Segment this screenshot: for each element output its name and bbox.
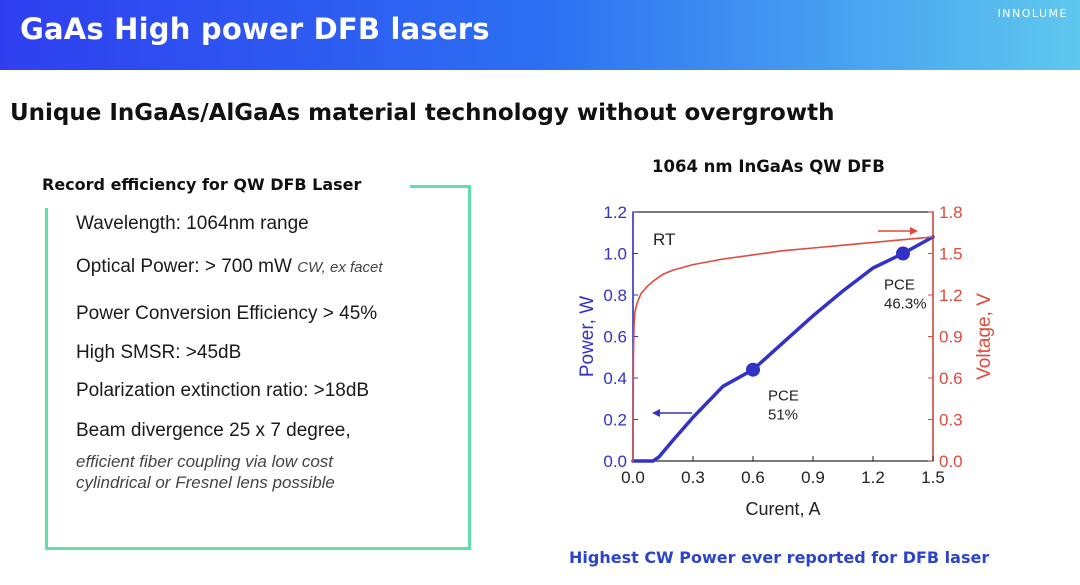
chart-title: 1064 nm InGaAs QW DFB bbox=[652, 157, 885, 176]
pce-label: PCE bbox=[768, 388, 799, 405]
spec-polarization: Polarization extinction ratio: >18dB bbox=[76, 380, 370, 401]
specs-box-title: Record efficiency for QW DFB Laser bbox=[42, 175, 362, 194]
spec-pce: Power Conversion Efficiency > 45% bbox=[76, 303, 378, 324]
y-right-tick-label: 1.2 bbox=[939, 286, 963, 305]
pce-marker bbox=[896, 246, 910, 261]
fiber-note-line2: cylindrical or Fresnel lens possible bbox=[76, 473, 335, 492]
right-axis-arrow-head bbox=[910, 227, 918, 235]
pce-label: PCE bbox=[884, 277, 915, 294]
y-right-tick-label: 0.0 bbox=[939, 452, 963, 471]
y-right-axis-label: Voltage, V bbox=[974, 293, 995, 380]
y-right-tick-label: 0.6 bbox=[939, 369, 963, 388]
x-tick-label: 1.2 bbox=[861, 468, 885, 487]
spec-beam-divergence: Beam divergence 25 x 7 degree, bbox=[76, 420, 351, 441]
y-left-tick-label: 1.2 bbox=[603, 203, 627, 222]
y-right-tick-label: 1.5 bbox=[939, 245, 963, 264]
x-tick-label: 1.5 bbox=[921, 468, 945, 487]
fiber-note-line1: efficient fiber coupling via low cost bbox=[76, 452, 334, 471]
y-right-tick-label: 1.8 bbox=[939, 203, 963, 222]
y-left-tick-label: 0.8 bbox=[603, 286, 627, 305]
spec-optical-power: Optical Power: > 700 mW CW, ex facet bbox=[76, 256, 383, 277]
header-bar: GaAs High power DFB lasers INNOLUME bbox=[0, 0, 1080, 70]
y-right-tick-label: 0.3 bbox=[939, 411, 963, 430]
slide-subtitle: Unique InGaAs/AlGaAs material technology… bbox=[10, 100, 835, 126]
y-right-tick-label: 0.9 bbox=[939, 328, 963, 347]
pce-value: 51% bbox=[768, 407, 798, 424]
page-title: GaAs High power DFB lasers bbox=[20, 12, 490, 46]
pce-value: 46.3% bbox=[884, 296, 927, 313]
spec-fiber-coupling-note: efficient fiber coupling via low cost cy… bbox=[76, 451, 335, 493]
x-tick-label: 0.6 bbox=[741, 468, 765, 487]
y-left-axis-label: Power, W bbox=[577, 296, 598, 377]
y-left-tick-label: 0.0 bbox=[603, 452, 627, 471]
y-left-tick-label: 1.0 bbox=[603, 245, 627, 264]
pce-marker bbox=[746, 362, 760, 377]
box-border-top bbox=[410, 185, 471, 188]
footer-highlight: Highest CW Power ever reported for DFB l… bbox=[569, 548, 990, 567]
y-left-tick-label: 0.6 bbox=[603, 328, 627, 347]
spec-optical-power-note: CW, ex facet bbox=[297, 259, 383, 276]
left-axis-arrow-head bbox=[652, 409, 660, 417]
power-series-line bbox=[631, 235, 935, 463]
x-axis-label: Curent, A bbox=[745, 499, 820, 519]
y-left-tick-label: 0.2 bbox=[603, 411, 627, 430]
y-left-tick-label: 0.4 bbox=[603, 369, 627, 388]
x-tick-label: 0.3 bbox=[681, 468, 705, 487]
legend-rt-label: RT bbox=[653, 230, 675, 249]
x-tick-label: 0.9 bbox=[801, 468, 825, 487]
x-tick-label: 0.0 bbox=[621, 468, 645, 487]
company-logo: INNOLUME bbox=[997, 7, 1068, 20]
box-border-right bbox=[468, 185, 471, 550]
spec-wavelength: Wavelength: 1064nm range bbox=[76, 213, 309, 234]
box-border-bottom bbox=[45, 547, 471, 550]
voltage-series-line bbox=[632, 236, 934, 462]
box-border-left bbox=[45, 208, 48, 550]
spec-smsr: High SMSR: >45dB bbox=[76, 342, 242, 363]
